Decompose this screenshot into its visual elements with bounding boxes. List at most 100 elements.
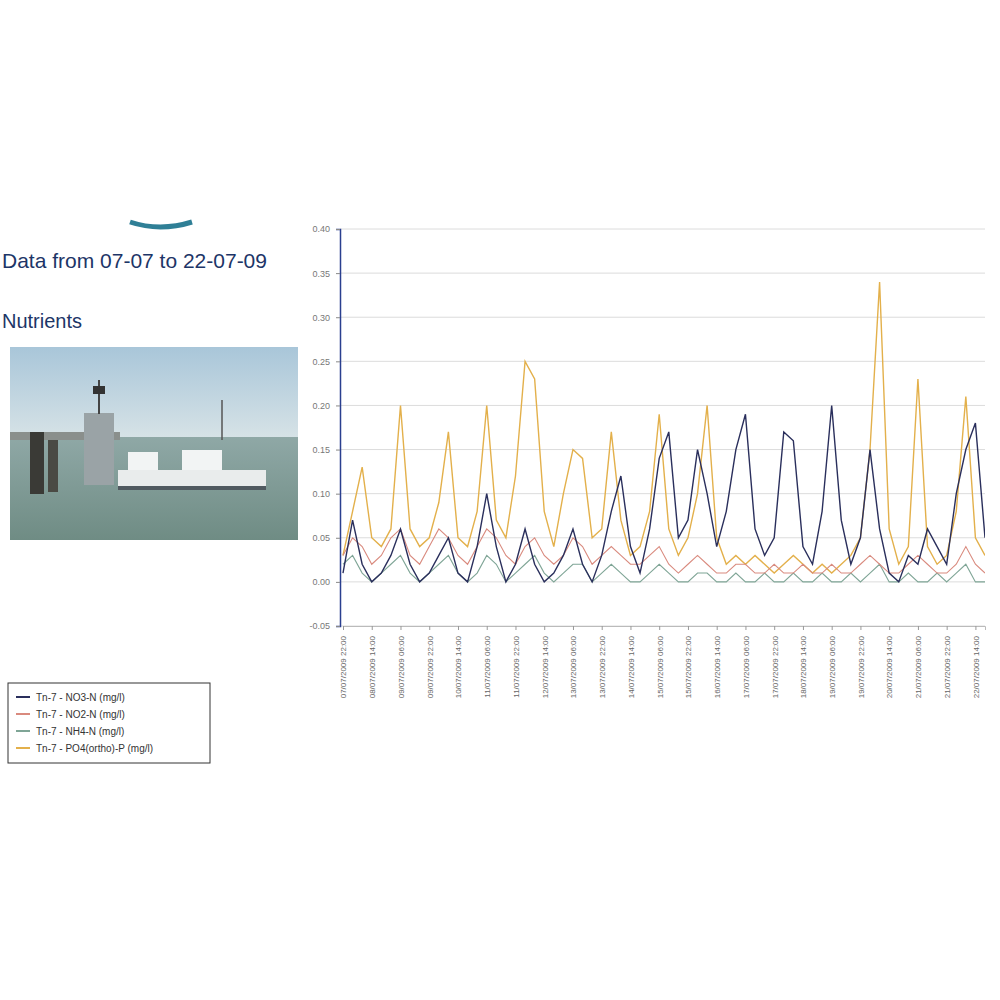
y-tick-mark <box>336 229 340 230</box>
x-tick: 07/07/2009 22:00 <box>339 626 348 698</box>
x-tick-label: 08/07/2009 14:00 <box>368 635 377 698</box>
y-tick: 0.25 <box>312 357 340 367</box>
series-line <box>343 405 985 581</box>
photo-sky <box>10 347 298 437</box>
x-tick-label: 15/07/2009 06:00 <box>656 635 665 698</box>
legend-label: Tn-7 - NO2-N (mg/l) <box>36 709 125 720</box>
x-tick-label: 18/07/2009 14:00 <box>799 635 808 698</box>
x-tick: 13/07/2009 06:00 <box>569 626 578 698</box>
y-tick: -0.05 <box>309 621 340 631</box>
grid-line <box>340 229 985 230</box>
grid-line <box>340 273 985 274</box>
title: Data from 07-07 to 22-07-09 <box>2 249 267 272</box>
series-line <box>343 282 985 573</box>
photo-cabin <box>182 450 222 470</box>
legend-item: Tn-7 - NO2-N (mg/l) <box>16 709 125 720</box>
y-tick-label: 0.40 <box>312 224 330 234</box>
y-tick-mark <box>336 494 340 495</box>
photo-hull <box>118 486 266 490</box>
x-tick: 09/07/2009 22:00 <box>426 626 435 698</box>
y-tick: 0.30 <box>312 313 340 323</box>
x-tick-mark <box>515 626 516 630</box>
x-tick-mark <box>544 626 545 630</box>
x-tick-mark <box>343 626 344 630</box>
photo-post <box>48 440 58 492</box>
x-tick: 08/07/2009 14:00 <box>368 626 377 698</box>
x-tick-label: 19/07/2009 06:00 <box>828 635 837 698</box>
photo-cabinet <box>84 413 114 485</box>
legend-swatch <box>16 730 30 732</box>
x-tick-label: 13/07/2009 06:00 <box>569 635 578 698</box>
x-tick-mark <box>429 626 430 630</box>
x-tick-mark <box>688 626 689 630</box>
x-tick-mark <box>400 626 401 630</box>
photo-water <box>10 437 298 540</box>
legend-label: Tn-7 - NH4-N (mg/l) <box>36 726 124 737</box>
y-tick: 0.40 <box>312 224 340 234</box>
y-tick-mark <box>336 582 340 583</box>
x-tick-mark <box>832 626 833 630</box>
x-tick-label: 21/07/2009 22:00 <box>943 635 952 698</box>
legend-swatch <box>16 696 30 698</box>
x-tick: 21/07/2009 06:00 <box>914 626 923 698</box>
y-tick-mark <box>336 405 340 406</box>
y-axis-line <box>336 230 341 627</box>
legend: Tn-7 - NO3-N (mg/l) Tn-7 - NO2-N (mg/l) Tn… <box>8 683 210 763</box>
x-tick: 21/07/2009 22:00 <box>943 626 952 698</box>
x-tick: 09/07/2009 06:00 <box>397 626 406 698</box>
y-tick-label: 0.25 <box>312 357 330 367</box>
x-tick-label: 11/07/2009 06:00 <box>483 635 492 697</box>
photo-mast <box>98 380 100 414</box>
x-tick-label: 17/07/2009 06:00 <box>742 635 751 698</box>
legend-label: Tn-7 - NO3-N (mg/l) <box>36 692 125 703</box>
x-tick: 18/07/2009 14:00 <box>799 626 808 698</box>
photo <box>10 347 298 540</box>
photo-mast <box>221 400 223 440</box>
y-tick: 0.10 <box>312 489 340 499</box>
x-axis: 07/07/2009 22:00 08/07/2009 14:00 09/07/20… <box>339 626 985 698</box>
x-tick-mark <box>975 626 976 630</box>
x-tick-label: 09/07/2009 06:00 <box>397 635 406 698</box>
x-tick-mark <box>918 626 919 630</box>
x-tick-mark <box>889 626 890 630</box>
x-tick-label: 21/07/2009 06:00 <box>914 635 923 698</box>
x-tick: 19/07/2009 06:00 <box>828 626 837 698</box>
x-tick: 11/07/2009 06:00 <box>483 626 492 698</box>
y-tick-label: 0.10 <box>312 489 330 499</box>
x-tick-mark <box>803 626 804 630</box>
legend-swatch <box>16 747 30 749</box>
legend-box <box>8 683 210 763</box>
grid-line <box>340 537 985 538</box>
x-tick: 12/07/2009 14:00 <box>541 626 550 698</box>
photo-boat <box>118 470 266 490</box>
x-tick: 19/07/2009 22:00 <box>857 626 866 698</box>
y-tick-label: -0.05 <box>309 621 330 631</box>
subtitle: Nutrients <box>2 310 82 332</box>
x-tick-label: 10/07/2009 14:00 <box>454 635 463 698</box>
x-tick-label: 22/07/2009 14:00 <box>972 635 981 698</box>
photo-sensor <box>93 386 105 394</box>
photo-cabin <box>128 452 158 470</box>
x-tick-label: 20/07/2009 14:00 <box>885 635 894 698</box>
x-axis-line <box>344 627 986 631</box>
x-tick: 17/07/2009 22:00 <box>770 626 779 698</box>
x-tick: 22/07/2009 14:00 <box>972 626 981 698</box>
legend-item: Tn-7 - NO3-N (mg/l) <box>16 692 125 703</box>
y-tick-label: 0.00 <box>312 577 330 587</box>
x-tick: 15/07/2009 06:00 <box>656 626 665 698</box>
y-tick-mark <box>336 273 340 274</box>
x-tick: 11/07/2009 22:00 <box>512 626 521 698</box>
y-tick-label: 0.30 <box>312 313 330 323</box>
x-tick: 17/07/2009 06:00 <box>742 626 751 698</box>
plot-lines <box>343 282 985 582</box>
x-tick-label: 11/07/2009 22:00 <box>512 635 521 697</box>
x-tick-label: 13/07/2009 22:00 <box>598 635 607 698</box>
x-tick: 20/07/2009 14:00 <box>885 626 894 698</box>
y-tick: 0.00 <box>312 577 340 587</box>
y-tick: 0.05 <box>312 533 340 543</box>
y-tick-label: 0.05 <box>312 533 330 543</box>
x-tick-label: 14/07/2009 14:00 <box>627 635 636 698</box>
y-tick-mark <box>336 626 340 627</box>
x-tick: 15/07/2009 22:00 <box>684 626 693 698</box>
y-tick-label: 0.35 <box>312 268 330 278</box>
